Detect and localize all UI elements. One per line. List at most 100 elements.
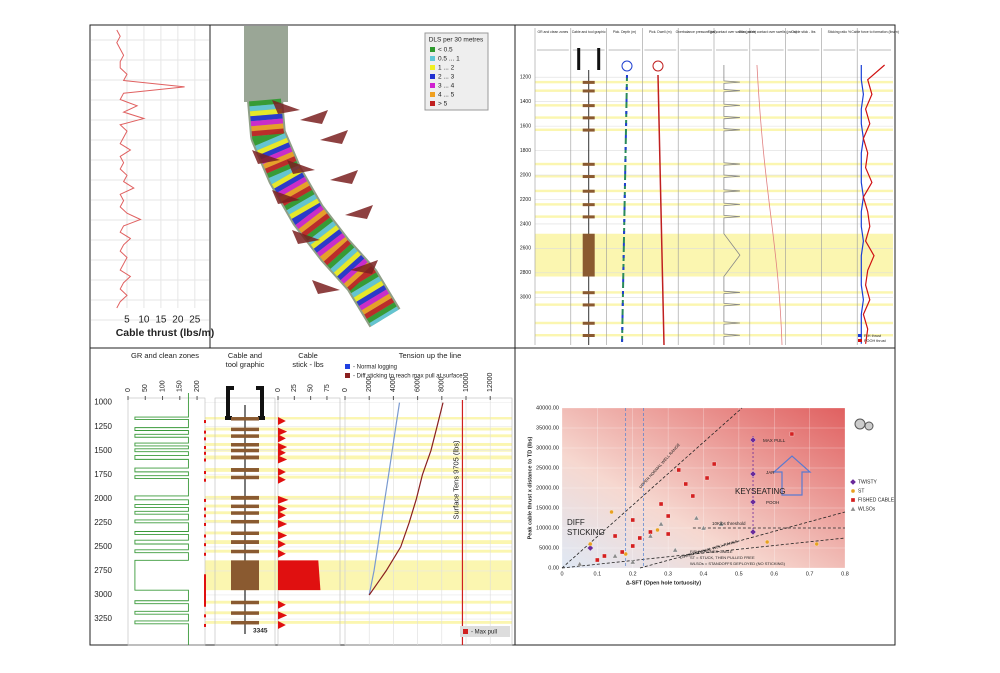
x-tick-label: 100: [159, 380, 166, 392]
legend-label: FISHED CABLE: [858, 497, 895, 503]
tool-bracket: [577, 48, 601, 70]
annotation: KEYSEATING: [735, 487, 786, 496]
point: [612, 533, 618, 539]
stick-mark: [278, 443, 288, 452]
tool-stripe: [231, 468, 259, 472]
point: [619, 549, 625, 555]
track-frame: [214, 397, 276, 646]
clean-zone: [205, 468, 512, 472]
annotation: 10Klbs threshold: [712, 521, 746, 526]
legend-label: ST: [858, 488, 864, 494]
force-arrow: [272, 190, 300, 204]
tool-stripe: [231, 475, 259, 480]
legend-swatch: [463, 629, 468, 634]
stick-mark: [278, 495, 289, 504]
point: [612, 553, 618, 559]
tool-stripe: [582, 203, 595, 207]
point: [850, 506, 856, 512]
legend-box: [460, 626, 510, 637]
force-arrow: [345, 205, 373, 219]
x-tick-label: 75: [324, 384, 331, 392]
y-tick-label: 2000: [520, 172, 531, 178]
x-tick-label: 50: [307, 384, 314, 392]
tool-stripe: [231, 443, 259, 447]
point: [576, 561, 583, 567]
tension-line: [368, 402, 401, 596]
tool-stripe: [231, 417, 259, 421]
point: [683, 481, 688, 487]
x-tick-label: 5: [124, 315, 130, 326]
x-tick-label: 20: [172, 315, 184, 326]
clean-zone: [205, 519, 512, 523]
annotation: MAX PULL: [763, 438, 786, 443]
force-arrow: [312, 280, 340, 294]
clean-zone: [205, 511, 512, 515]
point: [647, 533, 654, 539]
tool-stripe: [582, 89, 595, 93]
point: [602, 553, 607, 559]
x-tick-label: 50: [142, 384, 149, 392]
legend-label: 1 ... 2: [438, 65, 455, 72]
y-tick-label: 15000.00: [536, 505, 559, 511]
point: [690, 493, 696, 499]
track-title: Pick. Depth (m): [613, 30, 636, 34]
annotation: JAR: [766, 470, 775, 475]
x-tick-label: 8000: [439, 376, 446, 392]
point: [672, 547, 678, 553]
tool-stripe: [231, 455, 259, 460]
annotation: FISH = FISHED CABLE: [690, 549, 733, 554]
force-arrow: [320, 130, 348, 144]
clean-zone: [205, 600, 512, 604]
tool-stripe: [582, 189, 595, 193]
legend-swatch: [858, 339, 862, 342]
point: [630, 517, 635, 523]
y-tick-label: 20000.00: [536, 485, 559, 491]
tool-stripe: [231, 495, 259, 500]
point: [637, 535, 642, 541]
clean-zone: [205, 475, 512, 479]
up-arrow: [772, 455, 812, 496]
x-tick-label: 0: [275, 388, 282, 392]
dls-band: [249, 98, 399, 327]
y-tick-label: 2800: [520, 270, 531, 276]
stick-mark: [278, 417, 286, 426]
annotation: POOH: [766, 500, 779, 505]
annotation: STICKING: [567, 528, 605, 537]
tool-stripe: [582, 321, 595, 325]
x-tick-label: 4000: [390, 376, 397, 392]
legend-label: - Normal logging: [353, 365, 397, 371]
track-title: stick - lbs: [292, 360, 324, 369]
y-tick-label: 2500: [94, 542, 112, 551]
point: [630, 543, 635, 549]
tool-stripe: [231, 427, 259, 432]
cum-contact: [756, 64, 783, 346]
gauge: [652, 60, 664, 72]
pick-dwell: [657, 74, 665, 346]
tool-stripe: [582, 333, 595, 337]
pick-depth: [621, 74, 628, 346]
tool-stripe: [582, 162, 595, 166]
x-axis-label: Cable thrust (lbs/m): [116, 327, 215, 339]
icon: [864, 421, 874, 431]
x-tick-label: 6000: [414, 376, 421, 392]
tool-stripe: [231, 448, 259, 453]
track-frame: [127, 397, 206, 646]
force-arrow: [350, 260, 378, 274]
clean-zone: [205, 434, 512, 438]
max-pull-label: Surface Tens 9705 (lbs): [451, 440, 460, 520]
gr-flag: [204, 603, 206, 607]
tool-stripe: [582, 215, 595, 219]
y-tick-label: 1200: [520, 75, 531, 81]
gr-flag: [204, 446, 206, 450]
clean-zone: [205, 443, 512, 446]
point: [676, 467, 681, 473]
clean-zone: [205, 448, 512, 452]
clean-zone: [205, 611, 512, 615]
x-tick-label: 0.8: [841, 571, 849, 577]
legend-swatch: [430, 56, 435, 61]
y-tick-label: 10000.00: [536, 525, 559, 531]
y-tick-label: 1800: [520, 148, 531, 154]
y-tick-label: 1600: [520, 123, 531, 129]
stick-mark: [278, 427, 288, 436]
